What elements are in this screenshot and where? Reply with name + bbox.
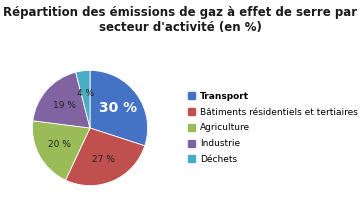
- Text: 30 %: 30 %: [99, 101, 137, 115]
- Wedge shape: [76, 70, 90, 128]
- Text: 4 %: 4 %: [77, 89, 94, 98]
- Legend: Transport, Bâtiments résidentiels et tertiaires, Agriculture, Industrie, Déchets: Transport, Bâtiments résidentiels et ter…: [185, 88, 360, 168]
- Wedge shape: [66, 128, 145, 186]
- Text: 27 %: 27 %: [92, 155, 115, 164]
- Wedge shape: [32, 121, 90, 180]
- Wedge shape: [33, 72, 90, 128]
- Text: 19 %: 19 %: [53, 101, 76, 110]
- Text: Répartition des émissions de gaz à effet de serre par
secteur d'activité (en %): Répartition des émissions de gaz à effet…: [3, 6, 357, 34]
- Wedge shape: [90, 70, 148, 146]
- Text: 20 %: 20 %: [48, 140, 71, 149]
